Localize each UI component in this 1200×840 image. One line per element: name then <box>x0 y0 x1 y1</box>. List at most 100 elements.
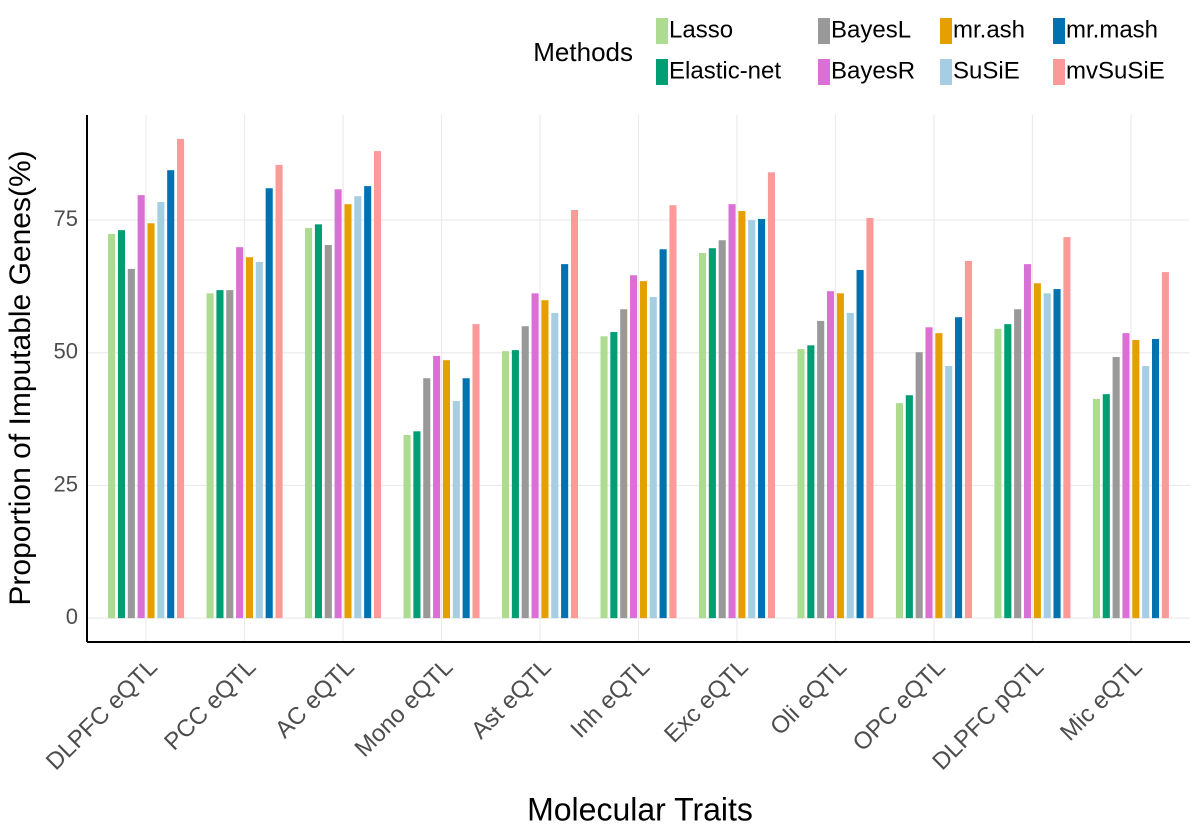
bar <box>915 352 923 619</box>
bar <box>1092 398 1100 619</box>
bar <box>1014 309 1022 619</box>
y-tick-label: 75 <box>54 206 78 231</box>
bar <box>433 355 441 619</box>
bar <box>836 293 844 619</box>
bar <box>718 240 726 619</box>
x-tick-label: Exc eQTL <box>659 654 754 749</box>
legend-key <box>656 18 668 44</box>
x-tick-label: Inh eQTL <box>565 654 655 744</box>
bar <box>206 293 214 619</box>
bar <box>324 245 332 619</box>
legend-label: BayesR <box>831 57 915 84</box>
legend-label: Elastic-net <box>669 57 781 84</box>
bar <box>797 349 805 619</box>
bar <box>305 228 313 619</box>
y-tick-label: 50 <box>54 339 78 364</box>
legend-key <box>818 18 830 44</box>
bar <box>147 223 155 619</box>
x-tick-label: Oli eQTL <box>765 654 852 741</box>
bar <box>531 293 539 619</box>
bar <box>314 224 322 619</box>
bar <box>748 220 756 619</box>
bar <box>1102 394 1110 619</box>
bar <box>767 172 775 619</box>
bar <box>1161 272 1169 619</box>
bar <box>452 401 460 619</box>
x-tick-label: Ast eQTL <box>466 654 557 745</box>
legend-label: mr.mash <box>1066 16 1158 43</box>
legend-title: Methods <box>533 37 633 67</box>
bar <box>1043 293 1051 619</box>
bar <box>945 366 953 619</box>
bar <box>1033 283 1041 619</box>
bar <box>541 300 549 619</box>
bar <box>511 350 519 619</box>
y-tick-label: 0 <box>66 604 78 629</box>
bar <box>334 189 342 619</box>
bar <box>649 297 657 619</box>
bar <box>1151 338 1160 619</box>
bar <box>177 138 185 619</box>
legend-label: BayesL <box>831 16 911 43</box>
bar <box>275 164 283 619</box>
bar <box>639 281 647 619</box>
bar <box>502 351 510 619</box>
bar <box>817 320 825 619</box>
x-tick-label: PCC eQTL <box>159 654 261 756</box>
bar <box>117 230 126 619</box>
bar <box>1023 264 1032 619</box>
bar <box>167 170 175 619</box>
bar <box>551 312 559 619</box>
legend-key <box>656 59 668 85</box>
bar <box>905 395 913 619</box>
bar <box>955 317 963 619</box>
bar <box>630 275 638 619</box>
bar <box>600 336 608 619</box>
bar <box>344 204 352 619</box>
x-tick-label: OPC eQTL <box>848 654 951 757</box>
bar <box>127 268 135 619</box>
bar <box>1112 357 1120 619</box>
x-axis-title: Molecular Traits <box>527 791 753 827</box>
bar <box>570 209 579 619</box>
bar <box>216 290 224 619</box>
bar <box>659 249 667 619</box>
bar <box>108 233 116 619</box>
bar <box>1004 324 1012 619</box>
x-tick-label: AC eQTL <box>270 654 360 744</box>
bar <box>856 269 864 619</box>
bar <box>807 345 815 619</box>
bar <box>866 217 874 619</box>
bar <box>236 247 244 619</box>
legend-key <box>940 59 952 85</box>
bar <box>610 332 618 619</box>
bar <box>728 204 736 619</box>
bar <box>442 360 451 619</box>
legend-label: SuSiE <box>953 57 1020 84</box>
bar <box>1122 333 1130 619</box>
bar <box>925 327 933 619</box>
bar <box>364 186 372 619</box>
bar <box>1142 366 1150 619</box>
y-axis-title: Proportion of Imputable Genes(%) <box>4 150 37 605</box>
bar <box>354 196 362 619</box>
bar <box>226 290 234 619</box>
legend-label: mvSuSiE <box>1066 57 1165 84</box>
bar <box>245 257 254 619</box>
bar <box>137 195 145 619</box>
bar <box>620 309 628 619</box>
bar <box>1063 237 1071 619</box>
bar <box>826 291 835 619</box>
bar <box>403 435 411 619</box>
bar <box>255 262 263 619</box>
bar <box>758 219 766 619</box>
legend-label: mr.ash <box>953 16 1025 43</box>
bar <box>373 151 382 619</box>
legend-key <box>940 18 952 44</box>
y-tick-label: 25 <box>54 471 78 496</box>
x-tick-label: Mono eQTL <box>350 654 459 763</box>
bar <box>935 333 943 619</box>
x-tick-label: Mic eQTL <box>1055 654 1148 747</box>
bar <box>423 378 431 619</box>
